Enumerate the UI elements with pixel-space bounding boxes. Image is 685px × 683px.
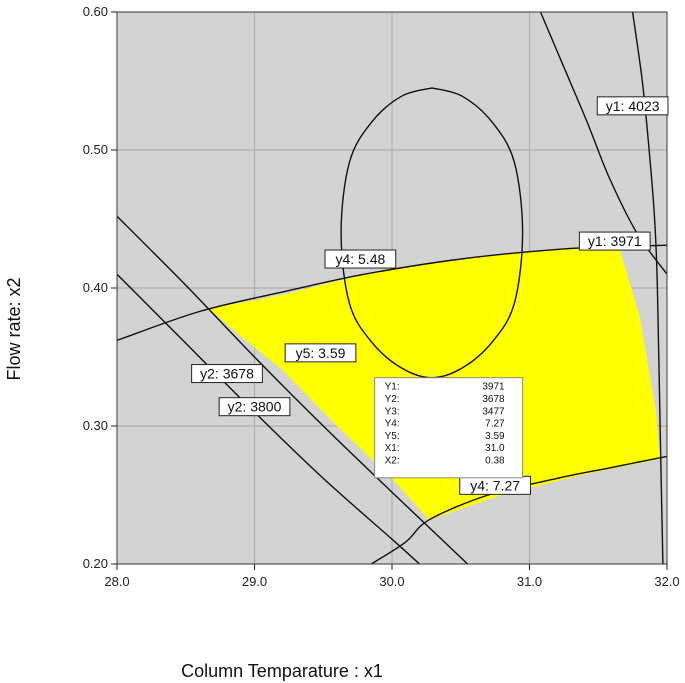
x-tick-label: 28.0 (104, 574, 129, 589)
x-tick-label: 31.0 (517, 574, 542, 589)
y-tick-label: 0.40 (83, 280, 108, 295)
x-tick-label: 30.0 (379, 574, 404, 589)
contour-label-text: y1: 3971 (588, 233, 642, 249)
contour-line-5 (631, 12, 664, 564)
tooltip-key: Y3: (385, 406, 400, 417)
tooltip-value: 0.38 (485, 456, 505, 467)
contour-label-1: y1: 3971 (578, 231, 651, 251)
contour-label-box (218, 397, 291, 417)
contour-label-0: y1: 4023 (596, 96, 669, 116)
y-tick-label: 0.50 (83, 142, 108, 157)
y-axis-label: Flow rate: x2 (4, 277, 24, 380)
contour-label-box (284, 343, 357, 363)
x-tick-label: 29.0 (242, 574, 267, 589)
x-axis-ticks: 28.0 29.0 30.0 31.0 32.0 (104, 564, 680, 589)
contour-label-6: y4: 7.27 (459, 475, 531, 495)
contour-label-5: y2: 3800 (218, 397, 291, 417)
contour-label-box (596, 96, 669, 116)
contour-label-4: y2: 3678 (191, 364, 263, 384)
tooltip-value: 3.59 (485, 431, 505, 442)
contour-label-text: y2: 3678 (200, 366, 254, 382)
y-tick-label: 0.20 (83, 556, 108, 571)
contour-label-box (578, 231, 651, 251)
y-tick-label: 0.30 (83, 418, 108, 433)
tooltip-key: Y5: (385, 431, 400, 442)
tooltip-value: 3477 (482, 406, 505, 417)
contour-label-box (324, 249, 397, 269)
tooltip-value: 3678 (482, 394, 505, 405)
tooltip-value: 7.27 (485, 419, 505, 430)
tooltip-box (374, 377, 524, 479)
tooltip-key: Y4: (385, 419, 400, 430)
contour-label-3: y5: 3.59 (284, 343, 357, 363)
contour-line-3 (117, 273, 420, 564)
contour-label-2: y4: 5.48 (324, 249, 397, 269)
contour-label-text: y4: 7.27 (470, 477, 520, 493)
y-axis-ticks: 0.20 0.30 0.40 0.50 0.60 (83, 4, 117, 571)
tooltip-value: 31.0 (485, 443, 505, 454)
contour-label-text: y5: 3.59 (296, 345, 346, 361)
tooltip-key: X1: (385, 443, 400, 454)
contour-label-text: y1: 4023 (606, 98, 660, 114)
tooltip-value: 3971 (482, 382, 505, 393)
contour-line-2 (117, 215, 469, 564)
tooltip-key: X2: (385, 456, 400, 467)
contour-label-text: y4: 5.48 (335, 251, 385, 267)
contour-line-0 (371, 455, 667, 564)
x-axis-label: Column Temparature : x1 (181, 661, 383, 681)
plot-area: y1: 4023 y1: 3971 y4: 5.48 y5: 3.59 y2: 3678… (116, 11, 669, 565)
value-tooltip: Y1: 3971 Y2: 3678 Y3: 3477 Y4: 7.27 Y5: 3.59 X1: 31… (374, 377, 524, 479)
y-tick-label: 0.60 (83, 4, 108, 19)
contour-label-text: y2: 3800 (228, 399, 282, 415)
contour-label-box (191, 364, 263, 384)
tooltip-key: Y2: (385, 394, 400, 405)
tooltip-key: Y1: (385, 382, 400, 393)
x-tick-label: 32.0 (654, 574, 679, 589)
